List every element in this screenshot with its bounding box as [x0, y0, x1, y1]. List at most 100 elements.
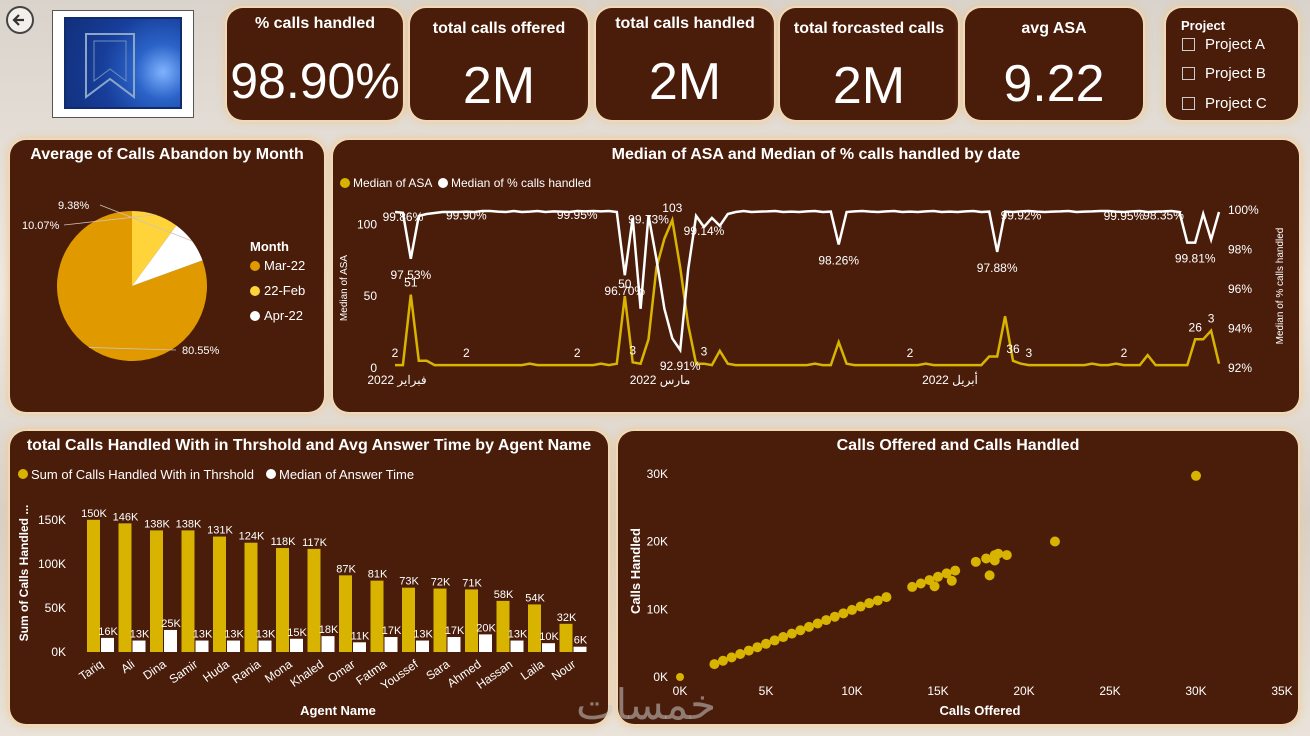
scatter-point — [989, 555, 1000, 566]
chart-title: Calls Offered and Calls Handled — [836, 437, 1080, 454]
kpi-offered-card: total calls offered 2M — [410, 8, 588, 120]
bar-data-label: 13K — [413, 629, 433, 641]
bar-calls-handled — [213, 536, 226, 652]
project-slicer: Project Project A Project B Project C — [1166, 8, 1298, 120]
pie-data-label: 9.38% — [58, 200, 89, 212]
bar-answer-time — [132, 640, 146, 652]
bar-data-label: 17K — [382, 625, 402, 637]
bar-calls-handled — [433, 588, 447, 652]
scatter-point — [821, 615, 832, 626]
slicer-item-label: Project B — [1205, 65, 1266, 82]
bar-calls-handled — [465, 589, 478, 652]
y-tick-label: 0 — [370, 361, 377, 375]
pie-slice — [132, 211, 177, 286]
legend-label: 22-Feb — [264, 283, 305, 298]
scatter-point — [970, 556, 981, 567]
pie-data-label: 10.07% — [22, 220, 60, 232]
asa-data-label: 26 — [1189, 320, 1203, 334]
legend-label: Median of % calls handled — [451, 176, 591, 190]
asa-data-label: 3 — [701, 345, 708, 359]
back-button[interactable] — [6, 6, 34, 34]
asa-data-label: 50 — [618, 277, 632, 291]
bar-data-label: 81K — [368, 569, 388, 581]
bar-answer-time — [195, 640, 209, 652]
asa-data-label: 36 — [1006, 342, 1020, 356]
scatter-point — [778, 632, 789, 643]
bar-calls-handled — [244, 542, 258, 652]
y-axis-label: Sum of Calls Handled ... — [17, 505, 31, 642]
bar-answer-time — [447, 637, 461, 652]
slicer-item-project-c[interactable]: Project C — [1182, 95, 1267, 112]
kpi-title: total calls handled — [615, 15, 755, 32]
x-tick-label: مارس 2022 — [630, 373, 691, 387]
x-tick-label: Rania — [230, 657, 264, 687]
scatter-point — [950, 565, 961, 576]
scatter-point — [1049, 536, 1060, 547]
asa-data-label: 3 — [629, 343, 636, 357]
scatter-point — [829, 611, 840, 622]
scatter-point — [933, 571, 943, 582]
scatter-point — [907, 581, 918, 592]
x-tick-label: Khaled — [288, 657, 327, 690]
pct-data-label: 99.81% — [1175, 252, 1216, 266]
scatter-point — [847, 604, 857, 615]
scatter-point — [855, 601, 866, 612]
asa-data-label: 2 — [907, 346, 914, 360]
y2-tick-label: 92% — [1228, 361, 1252, 375]
pct-data-label: 97.88% — [977, 261, 1018, 275]
scatter-point — [984, 570, 995, 581]
scatter-point — [1001, 550, 1012, 561]
x-tick-label: Ali — [118, 657, 137, 676]
bar-answer-time — [290, 638, 303, 652]
y2-tick-label: 96% — [1228, 282, 1252, 296]
x-tick-label: 30K — [1185, 684, 1206, 698]
scatter-point — [676, 673, 684, 681]
scatter-point — [743, 645, 754, 656]
y2-tick-label: 100% — [1228, 203, 1259, 217]
asa-data-label: 2 — [574, 346, 581, 360]
legend-label: Mar-22 — [264, 258, 305, 273]
legend-label: Apr-22 — [264, 308, 303, 323]
scatter-point — [726, 652, 737, 663]
bar-data-label: 32K — [557, 612, 577, 624]
bar-data-label: 13K — [256, 629, 276, 641]
scatter-point — [769, 635, 780, 646]
bar-chart: Sum of Calls Handled With in Thrshold Med… — [17, 467, 588, 718]
bar-answer-time — [573, 646, 587, 652]
kpi-value: 2M — [462, 57, 536, 115]
kpi-title: avg ASA — [1021, 20, 1087, 37]
bar-data-label: 72K — [431, 577, 451, 589]
slicer-title: Project — [1181, 18, 1226, 33]
pct-data-label: 99.86% — [383, 210, 424, 224]
checkbox[interactable] — [1182, 97, 1195, 110]
bar-calls-handled — [402, 587, 415, 652]
bar-data-label: 150K — [81, 508, 107, 520]
pie-slice — [57, 211, 208, 361]
scatter-chart-panel: Calls Offered and Calls Handled 0K 5K 10K 1… — [618, 431, 1298, 724]
asa-data-label: 3 — [1208, 312, 1215, 326]
y-tick-label: 10K — [647, 602, 668, 616]
scatter-point — [761, 638, 771, 649]
bar-data-label: 124K — [239, 531, 265, 543]
scatter-point — [946, 575, 957, 586]
slicer-item-project-b[interactable]: Project B — [1182, 65, 1266, 82]
legend-label: Median of ASA — [353, 176, 432, 190]
slicer-item-project-a[interactable]: Project A — [1182, 36, 1265, 53]
bar-chart-panel: total Calls Handled With in Thrshold and… — [10, 431, 608, 724]
legend-marker — [340, 178, 350, 188]
chart-title: Average of Calls Abandon by Month — [30, 146, 304, 163]
y-tick-label: 50 — [364, 289, 378, 303]
checkbox[interactable] — [1182, 38, 1195, 51]
y-tick-label: 30K — [647, 467, 668, 481]
legend-marker — [250, 261, 260, 271]
y-tick-label: 50K — [45, 601, 66, 615]
y-axis-label: Median of ASA — [339, 255, 350, 321]
watermark: خمسات — [576, 681, 717, 728]
pie-slice — [132, 225, 203, 286]
x-tick-label: Samir — [167, 657, 201, 686]
series-line-pct — [394, 209, 1221, 354]
checkbox[interactable] — [1182, 67, 1195, 80]
asa-data-label: 2 — [1121, 346, 1128, 360]
bar-calls-handled — [87, 519, 100, 652]
scatter-chart: 0K 5K 10K 15K 20K 25K 30K 35K 0K 10K 20K 30K Calls O… — [628, 467, 1293, 718]
